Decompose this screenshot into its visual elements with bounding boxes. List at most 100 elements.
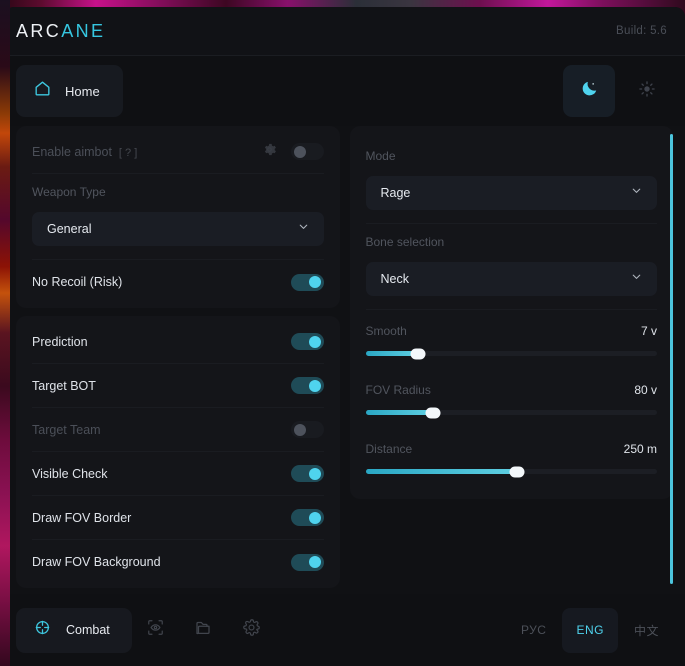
- build-version-label: Build: 5.6: [616, 25, 667, 37]
- weapon-type-label: Weapon Type: [32, 185, 106, 199]
- bottom-bar-left-group: Combat: [16, 607, 276, 653]
- slider-smooth-fill: [365, 351, 418, 356]
- app-logo: ARCANE: [16, 21, 105, 42]
- select-bone-selection-value: Neck: [380, 272, 409, 286]
- theme-light-button[interactable]: [621, 65, 673, 117]
- slider-fov-radius: FOV Radius 80 v: [365, 369, 657, 428]
- select-bone-selection[interactable]: Neck: [365, 262, 657, 296]
- bottom-tab-settings[interactable]: [228, 608, 276, 653]
- moon-icon: [580, 79, 599, 103]
- nav-tab-home[interactable]: Home: [16, 65, 123, 117]
- row-visible-check[interactable]: Visible Check: [32, 452, 324, 496]
- slider-smooth-head: Smooth 7 v: [366, 324, 658, 338]
- logo-part-one: ARC: [16, 20, 62, 41]
- bottom-tab-configs[interactable]: [180, 608, 228, 653]
- slider-fov-radius-track[interactable]: [365, 407, 657, 418]
- row-enable-aimbot-label-wrap: Enable aimbot [ ? ]: [32, 145, 137, 159]
- left-column: Enable aimbot [ ? ]: [16, 126, 340, 594]
- toggle-no-recoil[interactable]: [290, 273, 324, 291]
- nav-tab-home-label: Home: [65, 83, 100, 99]
- bottom-tab-combat-label: Combat: [66, 623, 110, 637]
- slider-distance-track[interactable]: [365, 466, 657, 477]
- logo-part-two: ANE: [61, 20, 106, 41]
- row-enable-aimbot-controls: [262, 142, 324, 162]
- slider-distance-knob[interactable]: [509, 466, 525, 477]
- language-option-eng[interactable]: ENG: [562, 607, 618, 653]
- sun-icon: [638, 80, 656, 103]
- language-option-rus[interactable]: РУС: [520, 623, 547, 637]
- select-mode-value: Rage: [380, 186, 411, 200]
- aim-parameters-card: Mode Rage Bone selection Neck: [349, 126, 673, 499]
- home-icon: [33, 79, 52, 103]
- main-content: Enable aimbot [ ? ]: [4, 126, 685, 594]
- slider-distance-head: Distance 250 m: [366, 442, 658, 456]
- theme-dark-button[interactable]: [563, 65, 615, 117]
- toggle-visible-check[interactable]: [290, 465, 324, 482]
- slider-smooth-value: 7 v: [640, 324, 657, 338]
- slider-fov-radius-value: 80 v: [634, 383, 657, 397]
- row-enable-aimbot-label: Enable aimbot: [32, 144, 112, 159]
- arcane-app-window: ARCANE Build: 5.6 Home: [4, 7, 685, 666]
- chevron-down-icon: [630, 270, 643, 288]
- row-enable-aimbot[interactable]: Enable aimbot [ ? ]: [32, 130, 324, 174]
- slider-smooth-track[interactable]: [365, 348, 657, 359]
- row-draw-fov-border-label: Draw FOV Border: [32, 510, 132, 525]
- select-mode[interactable]: Rage: [365, 176, 657, 210]
- gear-icon[interactable]: [262, 142, 277, 162]
- toggle-draw-fov-background[interactable]: [290, 553, 324, 571]
- slider-fov-radius-fill: [365, 410, 433, 415]
- settings-gear-icon: [242, 618, 261, 642]
- field-mode: Mode Rage: [365, 138, 657, 224]
- row-no-recoil[interactable]: No Recoil (Risk): [32, 260, 324, 304]
- language-switcher: РУС ENG 中文: [507, 607, 673, 653]
- row-target-team-label: Target Team: [32, 422, 101, 437]
- row-no-recoil-label: No Recoil (Risk): [32, 275, 123, 289]
- row-draw-fov-background[interactable]: Draw FOV Background: [32, 540, 324, 584]
- language-option-chinese[interactable]: 中文: [633, 623, 659, 638]
- toggle-prediction[interactable]: [290, 333, 324, 350]
- row-target-team[interactable]: Target Team: [32, 408, 324, 452]
- bone-selection-label: Bone selection: [365, 235, 445, 249]
- field-bone-selection: Bone selection Neck: [365, 224, 657, 310]
- field-weapon-type: Weapon Type General: [32, 174, 324, 260]
- aimbot-help-hint[interactable]: [ ? ]: [118, 146, 138, 159]
- mode-label: Mode: [365, 149, 396, 163]
- toggle-draw-fov-border[interactable]: [290, 509, 324, 526]
- slider-smooth: Smooth 7 v: [365, 310, 658, 369]
- slider-smooth-label: Smooth: [365, 324, 407, 338]
- toggle-target-bot[interactable]: [290, 377, 324, 394]
- slider-distance: Distance 250 m: [365, 428, 658, 487]
- aimbot-settings-card: Enable aimbot [ ? ]: [16, 126, 340, 308]
- row-prediction[interactable]: Prediction: [32, 320, 324, 364]
- toggle-target-team[interactable]: [290, 421, 324, 438]
- row-draw-fov-border[interactable]: Draw FOV Border: [32, 496, 324, 540]
- title-bar: ARCANE Build: 5.6: [4, 7, 685, 56]
- top-nav-right-group: [563, 65, 673, 117]
- top-nav-left-group: Home: [16, 65, 123, 117]
- bottom-tab-visuals[interactable]: [132, 608, 180, 653]
- crosshair-icon: [33, 618, 52, 642]
- targeting-settings-card: Prediction Target BOT Target Team Visibl…: [16, 316, 340, 588]
- slider-smooth-knob[interactable]: [410, 348, 426, 359]
- row-visible-check-label: Visible Check: [32, 466, 108, 481]
- top-navigation-bar: Home: [4, 56, 685, 126]
- chevron-down-icon: [630, 184, 643, 202]
- slider-distance-fill: [365, 469, 518, 474]
- bottom-tab-combat[interactable]: Combat: [16, 607, 132, 653]
- row-target-bot[interactable]: Target BOT: [32, 364, 324, 408]
- toggle-enable-aimbot[interactable]: [290, 143, 324, 160]
- slider-distance-label: Distance: [365, 442, 413, 456]
- vertical-scrollbar[interactable]: [670, 134, 673, 584]
- select-weapon-type-value: General: [47, 222, 92, 236]
- row-draw-fov-background-label: Draw FOV Background: [32, 555, 161, 569]
- slider-fov-radius-label: FOV Radius: [365, 383, 431, 397]
- slider-distance-value: 250 m: [623, 442, 657, 456]
- esp-eye-icon: [146, 618, 165, 642]
- select-weapon-type[interactable]: General: [32, 212, 324, 246]
- bottom-bar: Combat: [4, 594, 685, 666]
- slider-fov-radius-knob[interactable]: [425, 407, 441, 418]
- row-target-bot-label: Target BOT: [32, 378, 96, 393]
- chevron-down-icon: [297, 220, 310, 238]
- folder-icon: [194, 618, 214, 643]
